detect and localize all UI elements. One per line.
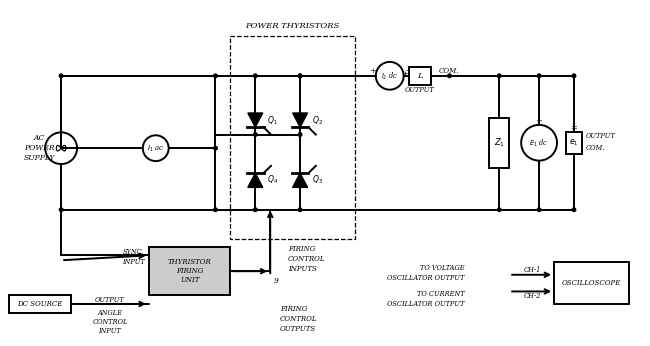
Circle shape [253,73,258,78]
Circle shape [58,207,64,212]
Text: CONTROL: CONTROL [288,255,326,263]
Text: FIRING: FIRING [280,305,307,313]
Text: $I_2$ dc: $I_2$ dc [381,71,398,82]
Text: ±: ± [571,123,577,131]
Text: -: - [405,67,408,75]
Text: TO CURRENT: TO CURRENT [417,290,464,298]
Text: CONTROL: CONTROL [280,315,318,323]
Text: INPUT: INPUT [122,258,145,266]
Bar [409,67,430,85]
Polygon shape [248,113,263,127]
Text: ±: ± [401,70,408,78]
Text: OUTPUT: OUTPUT [405,86,434,94]
Bar [149,247,230,295]
Text: AC: AC [34,134,45,142]
Text: $Q_1$: $Q_1$ [267,114,278,127]
Text: 9: 9 [274,277,279,285]
Text: POWER: POWER [24,144,55,152]
Text: THYRISTOR: THYRISTOR [168,258,211,266]
Text: ANGLE: ANGLE [98,309,122,317]
Circle shape [58,73,64,78]
Text: SUPPLY: SUPPLY [23,154,55,162]
Circle shape [376,62,404,90]
Circle shape [447,73,452,78]
Text: UNIT: UNIT [180,276,200,284]
Text: OSCILLOSCOPE: OSCILLOSCOPE [562,279,621,287]
Text: OUTPUT: OUTPUT [586,132,616,140]
Text: $e_1$: $e_1$ [569,137,578,148]
Circle shape [213,207,218,212]
Circle shape [497,73,502,78]
Circle shape [497,207,502,212]
Text: $I_1$ ac: $I_1$ ac [147,144,164,154]
Text: FIRING: FIRING [288,245,315,253]
Text: L: L [417,72,423,80]
Bar [230,36,355,239]
Circle shape [253,132,258,137]
Text: CONTROL: CONTROL [92,318,127,326]
Bar [554,262,629,304]
Circle shape [298,73,303,78]
Circle shape [537,73,541,78]
Circle shape [253,207,258,212]
Text: COM.: COM. [438,67,459,75]
Text: -: - [538,161,541,169]
Circle shape [298,207,303,212]
Circle shape [298,73,303,78]
Polygon shape [292,173,307,188]
Text: COM.: COM. [586,144,605,152]
Text: INPUT: INPUT [99,327,122,335]
Text: $Z_1$: $Z_1$ [494,136,505,149]
Text: $Q_4$: $Q_4$ [267,174,278,186]
Circle shape [521,125,557,161]
Bar [9,295,71,313]
Text: OUTPUT: OUTPUT [95,296,125,304]
Circle shape [213,146,218,151]
Bar [489,118,509,167]
Text: $E_1$ dc: $E_1$ dc [530,138,549,149]
Text: INPUTS: INPUTS [288,265,317,273]
Circle shape [537,207,541,212]
Polygon shape [248,173,263,188]
Text: $Q_2$: $Q_2$ [312,114,323,127]
Circle shape [571,73,577,78]
Text: OSCILLATOR OUTPUT: OSCILLATOR OUTPUT [387,300,464,308]
Text: OSCILLATOR OUTPUT: OSCILLATOR OUTPUT [387,274,464,282]
Text: FIRING: FIRING [176,267,203,275]
Text: TO VOLTAGE: TO VOLTAGE [420,264,464,272]
Text: OUTPUTS: OUTPUTS [280,325,317,333]
Text: SYNC.: SYNC. [123,248,145,256]
Bar [566,132,582,154]
Circle shape [571,207,577,212]
Circle shape [213,73,218,78]
Polygon shape [292,113,307,127]
Text: POWER THYRISTORS: POWER THYRISTORS [246,22,340,30]
Text: +: + [369,67,376,75]
Text: +: + [536,117,543,125]
Text: DC SOURCE: DC SOURCE [18,300,63,308]
Circle shape [298,132,303,137]
Circle shape [46,132,77,164]
Circle shape [143,135,168,161]
Text: CH-2: CH-2 [523,292,541,300]
Text: $Q_3$: $Q_3$ [312,174,323,186]
Text: CH-1: CH-1 [523,266,541,274]
